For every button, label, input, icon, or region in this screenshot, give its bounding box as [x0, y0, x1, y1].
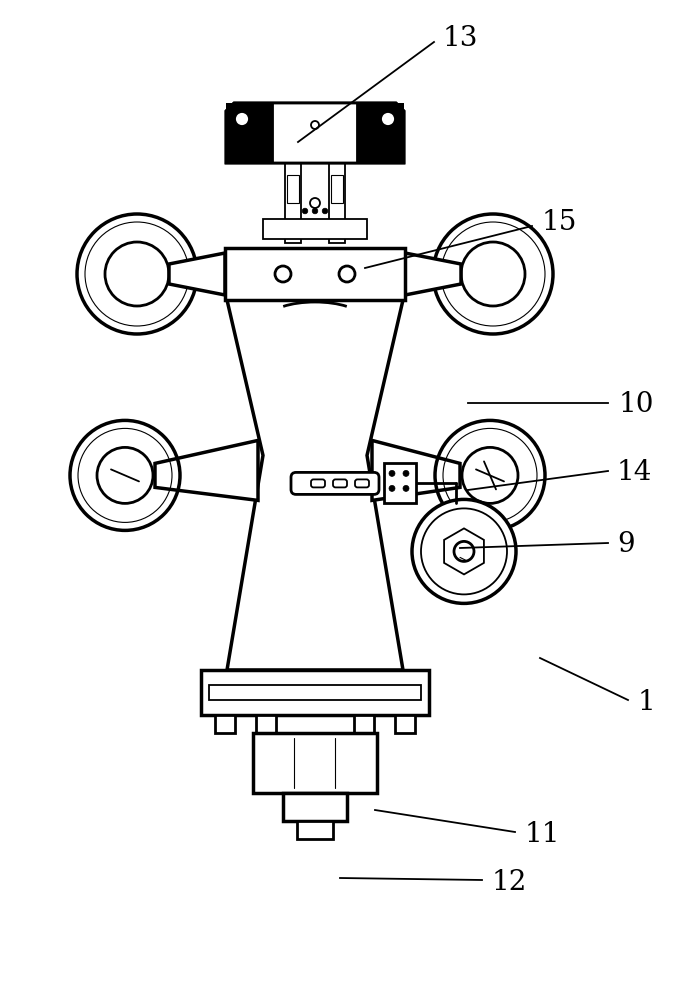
Circle shape	[375, 106, 401, 132]
Circle shape	[389, 485, 395, 491]
Bar	[287, 175, 299, 203]
Bar	[273, 103, 357, 163]
Polygon shape	[169, 253, 225, 295]
Bar	[225, 248, 405, 300]
Polygon shape	[226, 103, 404, 163]
Text: 1: 1	[638, 690, 655, 716]
Circle shape	[389, 470, 395, 476]
Bar	[209, 685, 421, 700]
Circle shape	[302, 208, 308, 214]
FancyBboxPatch shape	[355, 479, 369, 487]
Polygon shape	[444, 528, 484, 574]
Circle shape	[229, 106, 255, 132]
Circle shape	[381, 112, 395, 126]
Circle shape	[322, 208, 328, 214]
FancyBboxPatch shape	[333, 479, 347, 487]
Bar	[331, 175, 343, 203]
Text: 12: 12	[492, 868, 528, 896]
Polygon shape	[357, 103, 404, 163]
Text: 11: 11	[525, 822, 560, 848]
Text: 14: 14	[617, 460, 653, 487]
Bar	[384, 463, 416, 503]
Bar	[395, 715, 415, 733]
Text: 13: 13	[443, 24, 478, 51]
Circle shape	[235, 112, 249, 126]
Circle shape	[454, 541, 474, 561]
Bar	[285, 163, 301, 243]
Bar	[215, 715, 235, 733]
Circle shape	[412, 499, 516, 603]
Bar	[297, 821, 333, 839]
Polygon shape	[155, 440, 258, 500]
Polygon shape	[273, 103, 357, 163]
Bar	[354, 715, 374, 733]
Polygon shape	[372, 440, 460, 500]
Circle shape	[310, 198, 320, 208]
Bar	[283, 793, 347, 821]
Text: 15: 15	[542, 209, 577, 235]
Circle shape	[403, 485, 409, 491]
Bar	[253, 733, 377, 793]
Polygon shape	[226, 103, 273, 163]
Circle shape	[312, 208, 318, 214]
FancyBboxPatch shape	[311, 479, 325, 487]
FancyBboxPatch shape	[291, 472, 379, 494]
Polygon shape	[227, 300, 403, 670]
Polygon shape	[405, 253, 461, 295]
Bar	[329, 163, 345, 243]
Circle shape	[311, 121, 319, 129]
Circle shape	[403, 470, 409, 476]
Bar	[201, 670, 429, 715]
Bar	[256, 715, 276, 733]
Text: 9: 9	[617, 532, 634, 558]
Bar	[263, 219, 367, 239]
Text: 10: 10	[619, 391, 655, 418]
